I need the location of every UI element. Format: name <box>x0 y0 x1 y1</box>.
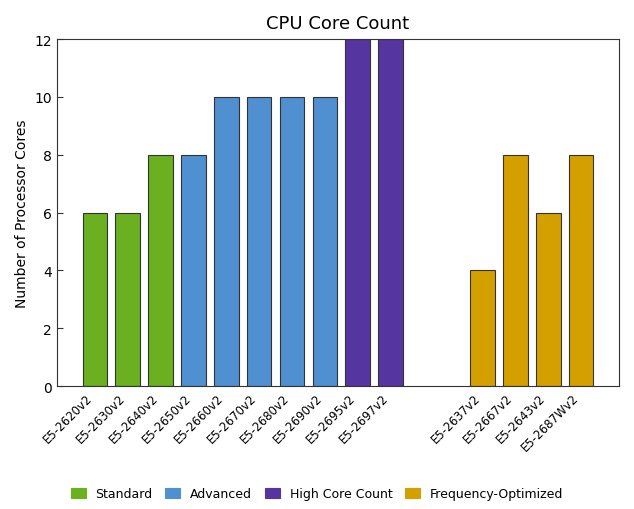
Bar <box>148 155 173 386</box>
Bar <box>378 40 403 386</box>
Bar <box>346 40 370 386</box>
Bar <box>313 98 337 386</box>
Bar <box>569 155 593 386</box>
Y-axis label: Number of Processor Cores: Number of Processor Cores <box>15 119 29 307</box>
Bar <box>247 98 271 386</box>
Bar <box>214 98 238 386</box>
Bar <box>115 213 140 386</box>
Bar <box>470 271 495 386</box>
Bar <box>82 213 107 386</box>
Bar <box>503 155 527 386</box>
Legend: Standard, Advanced, High Core Count, Frequency-Optimized: Standard, Advanced, High Core Count, Fre… <box>66 483 568 505</box>
Bar <box>536 213 560 386</box>
Title: CPU Core Count: CPU Core Count <box>266 15 410 33</box>
Bar <box>280 98 304 386</box>
Bar <box>181 155 206 386</box>
